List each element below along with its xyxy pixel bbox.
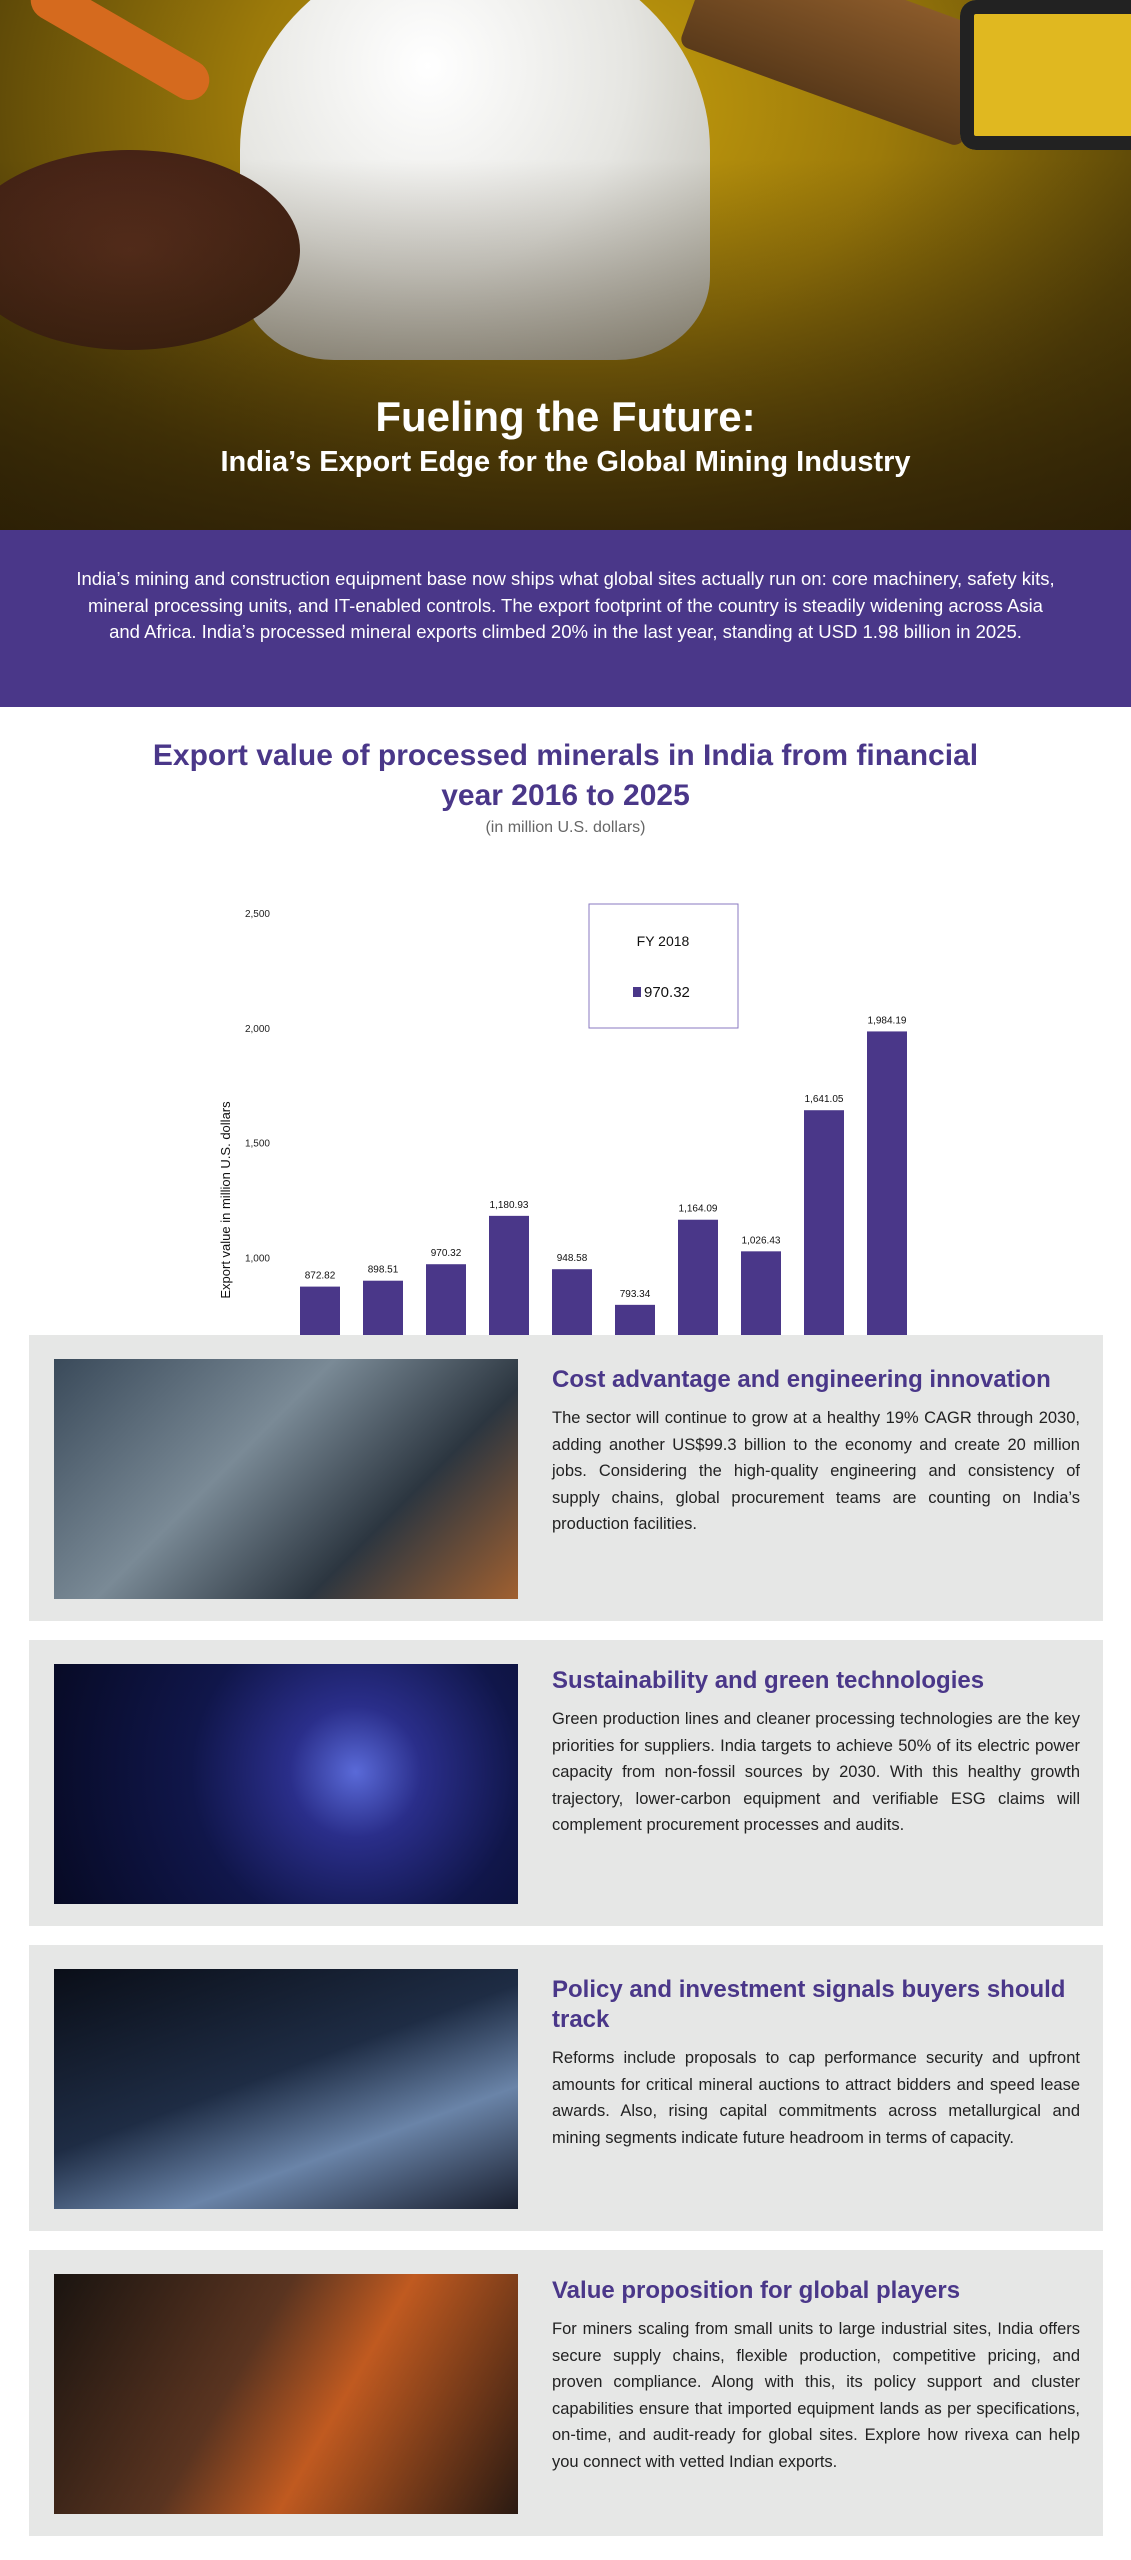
card-body: The sector will continue to grow at a he… — [552, 1409, 1080, 1533]
tooltip-title: FY 2018 — [637, 933, 690, 949]
tooltip-box — [588, 903, 739, 1029]
y-tick-label: 1,500 — [245, 1139, 270, 1150]
y-tick-label: 2,500 — [245, 909, 270, 920]
card-text: Policy and investment signals buyers sho… — [552, 1975, 1080, 2151]
card-title: Sustainability and green technologies — [552, 1667, 985, 1694]
tooltip-value: 970.32 — [644, 984, 690, 1001]
data-label: 1,180.93 — [490, 1200, 529, 1211]
data-label: 1,164.09 — [679, 1204, 718, 1215]
tooltip-swatch — [633, 987, 641, 997]
card-body: Reforms include proposals to cap perform… — [552, 2049, 1080, 2147]
hero-title: Fueling the Future: — [375, 393, 756, 440]
data-label: 872.82 — [305, 1271, 336, 1282]
y-tick-label: 2,000 — [245, 1024, 270, 1035]
y-tick-label: 1,000 — [245, 1253, 270, 1264]
card-sustainability: Sustainability and green technologies Gr… — [29, 1640, 1103, 1926]
card-cost-advantage: Cost advantage and engineering innovatio… — [29, 1335, 1103, 1621]
card-text: Value proposition for global players For… — [552, 2276, 1080, 2475]
card-title: Value proposition for global players — [552, 2277, 961, 2304]
intro-text: India’s mining and construction equipmen… — [0, 530, 1131, 707]
chart-title: Export value of processed minerals in In… — [152, 739, 979, 812]
card-value-proposition: Value proposition for global players For… — [29, 2250, 1103, 2536]
lightbulb-plant-image — [54, 1664, 518, 1904]
chart-subtitle: (in million U.S. dollars) — [485, 819, 646, 836]
card-title: Policy and investment signals buyers sho… — [552, 1976, 1066, 2033]
card-title: Cost advantage and engineering innovatio… — [552, 1366, 1051, 1393]
y-axis-title: Export value in million U.S. dollars — [218, 1101, 233, 1299]
card-body: Green production lines and cleaner proce… — [552, 1710, 1080, 1834]
card-policy: Policy and investment signals buyers sho… — [29, 1945, 1103, 2231]
data-label: 793.34 — [620, 1289, 651, 1300]
card-text: Sustainability and green technologies Gr… — [552, 1666, 1080, 1839]
hero-subtitle: India’s Export Edge for the Global Minin… — [220, 446, 911, 478]
worker-factory-image — [54, 1359, 518, 1599]
data-label: 1,984.19 — [868, 1015, 907, 1026]
card-body: For miners scaling from small units to l… — [552, 2320, 1080, 2471]
data-label: 1,026.43 — [742, 1235, 781, 1246]
data-label: 970.32 — [431, 1248, 462, 1259]
hero-overlay — [0, 0, 1131, 530]
data-label: 1,641.05 — [805, 1094, 844, 1105]
warehouse-workers-image — [54, 2274, 518, 2514]
data-label: 948.58 — [557, 1253, 588, 1264]
hero-banner: Fueling the Future: India’s Export Edge … — [0, 0, 1131, 530]
data-label: 898.51 — [368, 1265, 399, 1276]
document-signing-image — [54, 1969, 518, 2209]
card-text: Cost advantage and engineering innovatio… — [552, 1365, 1080, 1538]
